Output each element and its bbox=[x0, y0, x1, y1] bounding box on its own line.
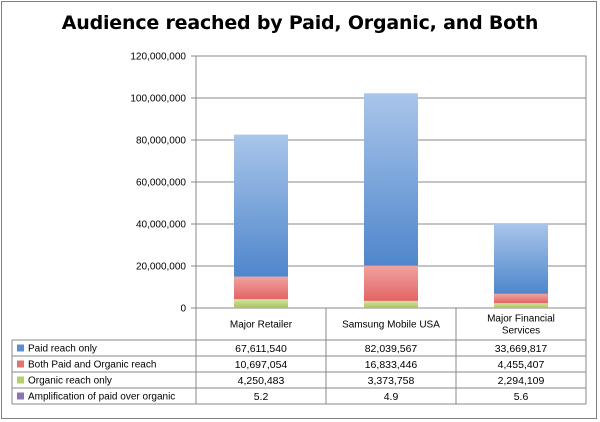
y-tick-label: 20,000,000 bbox=[136, 262, 186, 273]
bar-segment bbox=[234, 299, 288, 308]
category-label: Major Retailer bbox=[230, 320, 293, 331]
y-tick-label: 60,000,000 bbox=[136, 178, 186, 189]
table-cell-value: 4,250,483 bbox=[238, 375, 285, 387]
category-label: Services bbox=[502, 326, 540, 337]
y-tick-label: 40,000,000 bbox=[136, 220, 186, 231]
bar-segment bbox=[494, 293, 548, 304]
table-cell-value: 16,833,446 bbox=[365, 359, 418, 371]
category-label: Samsung Mobile USA bbox=[342, 320, 440, 331]
y-tick-label: 120,000,000 bbox=[130, 52, 186, 63]
table-row-label: Both Paid and Organic reach bbox=[28, 360, 156, 371]
y-tick-label: 0 bbox=[180, 304, 186, 315]
table-cell-value: 2,294,109 bbox=[498, 375, 545, 387]
legend-key bbox=[17, 392, 24, 400]
table-cell-value: 4,455,407 bbox=[498, 359, 545, 371]
bar-segment bbox=[364, 265, 418, 301]
table-cell-value: 67,611,540 bbox=[235, 343, 287, 355]
table-cell-value: 33,669,817 bbox=[495, 343, 548, 355]
table-cell-value: 5.6 bbox=[514, 391, 529, 403]
bar-segment bbox=[494, 223, 548, 294]
table-row-label: Amplification of paid over organic bbox=[28, 392, 175, 403]
bar-segment bbox=[364, 300, 418, 308]
legend-key bbox=[17, 344, 24, 352]
table-row-label: Paid reach only bbox=[28, 344, 97, 355]
legend-key bbox=[17, 376, 24, 384]
y-tick-label: 100,000,000 bbox=[130, 94, 186, 105]
bar-segment bbox=[494, 303, 548, 308]
table-row-label: Organic reach only bbox=[28, 376, 112, 387]
bar-segment bbox=[234, 134, 288, 277]
legend-key bbox=[17, 360, 24, 368]
chart-title: Audience reached by Paid, Organic, and B… bbox=[61, 12, 539, 34]
y-tick-label: 80,000,000 bbox=[136, 136, 186, 147]
table-cell-value: 5.2 bbox=[254, 391, 269, 403]
bar-segment bbox=[364, 93, 418, 266]
bar-segment bbox=[234, 276, 288, 300]
table-cell-value: 10,697,054 bbox=[235, 359, 288, 371]
table-cell-value: 4.9 bbox=[384, 391, 399, 403]
table-cell-value: 3,373,758 bbox=[368, 375, 415, 387]
table-cell-value: 82,039,567 bbox=[365, 343, 418, 355]
category-label: Major Financial bbox=[487, 314, 555, 325]
